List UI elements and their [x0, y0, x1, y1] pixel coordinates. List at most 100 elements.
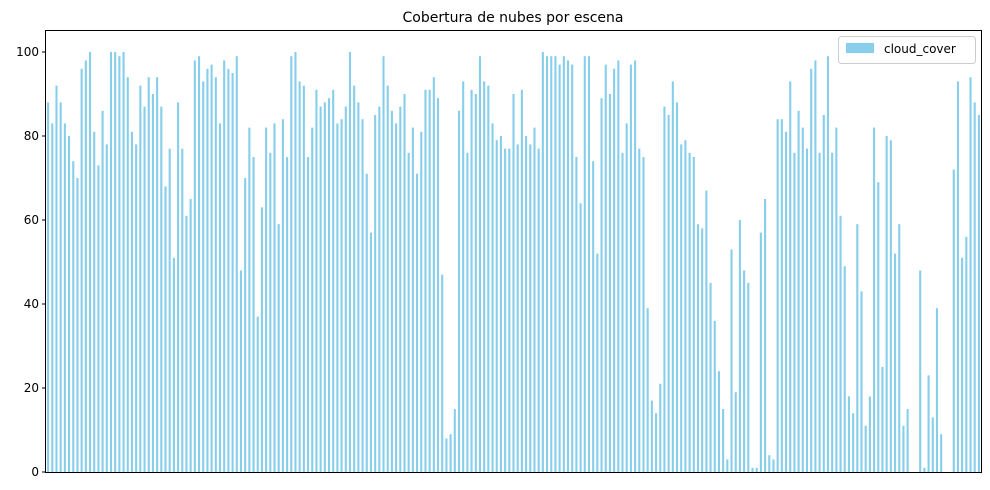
bar: [613, 68, 616, 473]
bar: [512, 94, 515, 472]
bar: [445, 438, 448, 472]
chart-title: Cobertura de nubes por escena: [402, 10, 623, 26]
bar: [269, 152, 272, 473]
bar: [675, 102, 679, 473]
bar: [453, 409, 456, 472]
bar: [265, 127, 268, 472]
bar: [424, 89, 427, 473]
y-tick-label: 80: [24, 129, 39, 143]
bar: [537, 148, 540, 472]
bar: [843, 266, 846, 472]
bar: [302, 85, 305, 472]
bar: [558, 64, 561, 472]
bar: [323, 102, 326, 473]
bar: [856, 224, 859, 472]
bar: [596, 253, 599, 472]
bar: [667, 115, 670, 472]
bar: [902, 425, 905, 472]
bar: [281, 119, 284, 472]
bar: [206, 68, 209, 473]
bar: [784, 131, 788, 473]
bar: [386, 85, 389, 472]
bar: [755, 467, 758, 472]
bar: [508, 148, 511, 472]
bar: [466, 152, 469, 473]
bar: [525, 136, 528, 472]
bar: [109, 52, 113, 472]
bar: [457, 110, 461, 473]
bar: [952, 169, 955, 472]
bar: [327, 98, 331, 472]
bar: [256, 316, 259, 472]
bar: [529, 144, 532, 472]
y-tick-label: 40: [24, 297, 39, 311]
bar: [130, 131, 133, 473]
bar: [868, 396, 871, 472]
bar: [101, 110, 104, 473]
bar: [894, 253, 897, 472]
bar: [835, 127, 838, 472]
bar: [88, 52, 92, 472]
bar: [663, 106, 666, 472]
bar: [147, 77, 150, 472]
bar: [793, 152, 796, 473]
bar: [927, 375, 930, 472]
bar: [340, 119, 343, 472]
bar: [97, 165, 100, 472]
bar: [399, 106, 402, 472]
bar: [831, 152, 834, 473]
bar: [428, 89, 431, 473]
bar: [126, 77, 129, 472]
bar: [348, 52, 352, 472]
bar: [571, 64, 574, 472]
bar: [294, 52, 297, 472]
bar: [51, 123, 54, 473]
bar: [483, 81, 486, 473]
bar: [587, 56, 591, 472]
bar: [789, 81, 792, 473]
bar: [550, 56, 553, 472]
bar: [747, 283, 750, 472]
bar: [59, 102, 62, 473]
y-axis: 0 20 40 60 80 100: [16, 45, 46, 479]
bar: [801, 127, 804, 472]
bar: [160, 106, 163, 472]
bar: [164, 186, 167, 472]
bar: [814, 60, 817, 473]
bar: [491, 123, 494, 473]
bar: [600, 98, 603, 472]
bar: [919, 270, 922, 472]
y-tick-label: 60: [24, 213, 39, 227]
bar: [889, 140, 892, 472]
bar: [575, 157, 578, 472]
bar: [822, 115, 825, 472]
bar: [84, 60, 87, 473]
bar: [881, 367, 884, 472]
bar: [726, 459, 729, 472]
bar: [680, 144, 683, 472]
bar: [650, 400, 653, 472]
bar: [336, 123, 339, 473]
bar: [407, 152, 410, 473]
bar: [214, 77, 217, 472]
bar: [197, 56, 201, 472]
bar: [541, 52, 544, 472]
bar: [478, 56, 482, 472]
bar: [63, 123, 66, 473]
bar: [818, 152, 821, 473]
bar: [218, 123, 222, 473]
bar: [93, 131, 96, 473]
bar: [369, 232, 372, 472]
bar: [307, 157, 310, 472]
bar: [940, 434, 943, 472]
bar: [734, 392, 737, 472]
bar: [898, 224, 901, 472]
legend: cloud_cover: [838, 36, 976, 64]
bar: [143, 106, 146, 472]
bar: [436, 98, 440, 472]
bar: [852, 413, 855, 472]
bar: [344, 106, 347, 472]
bar: [403, 94, 406, 472]
bar: [604, 64, 607, 472]
y-tick-label: 100: [16, 45, 39, 59]
